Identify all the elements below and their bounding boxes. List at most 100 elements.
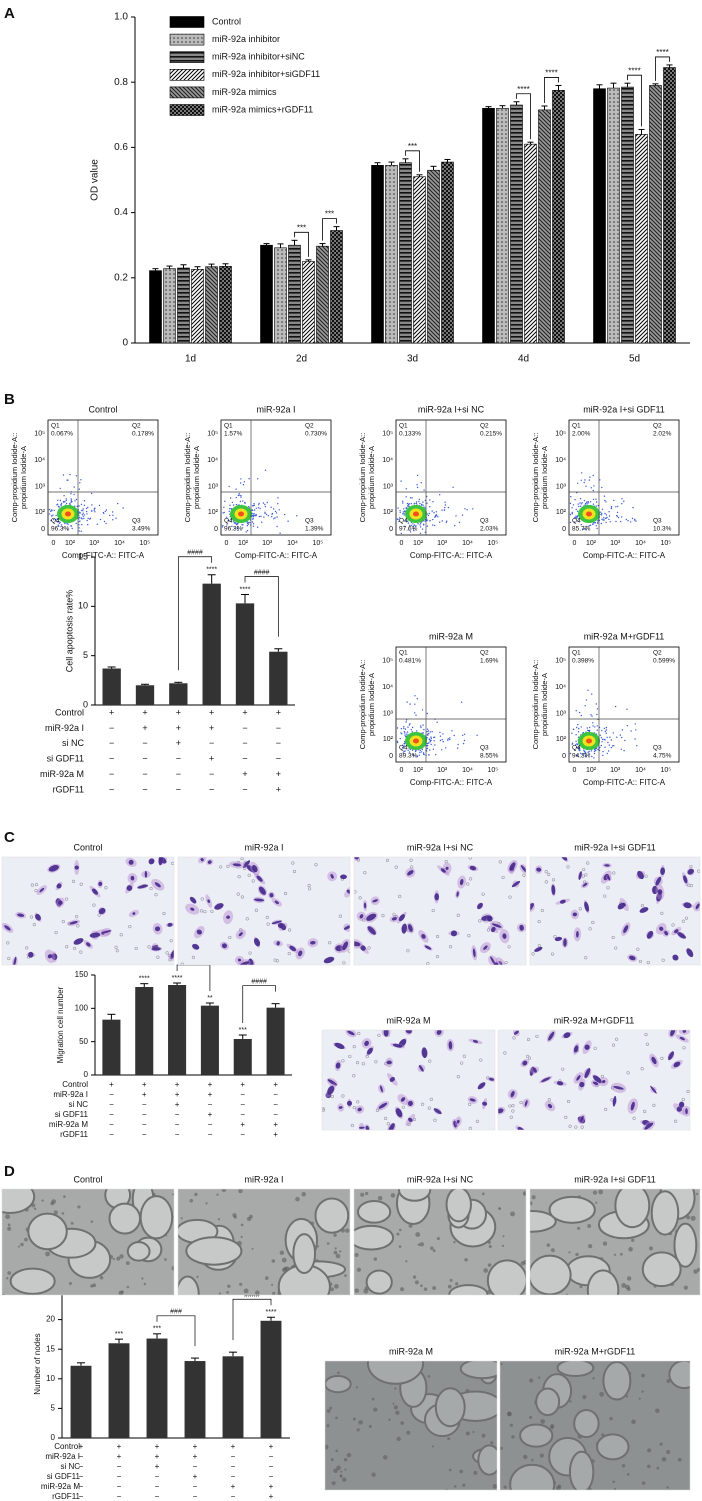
image-title: miR-92a I: [244, 1174, 283, 1184]
condition-sign: −: [79, 1472, 84, 1481]
cell-cluster: [641, 1390, 644, 1393]
cell-cluster: [625, 1395, 629, 1398]
x-tick-label: 10²: [65, 540, 76, 547]
pore: [245, 917, 249, 921]
cell: [274, 900, 279, 905]
event-dot: [634, 738, 636, 740]
event-dot: [87, 523, 89, 526]
event-dot: [53, 519, 55, 521]
cell-cluster: [430, 1246, 434, 1251]
event-dot: [59, 521, 61, 524]
event-dot: [595, 525, 597, 527]
event-dot: [87, 506, 89, 509]
event-dot: [264, 503, 266, 506]
bar: [163, 268, 176, 344]
event-dot: [422, 732, 424, 734]
image-border: [1, 856, 175, 966]
cell-cluster: [221, 1189, 227, 1193]
pore: [511, 1109, 515, 1113]
cell-cluster: [354, 1252, 359, 1257]
condition-sign: −: [117, 1472, 122, 1481]
event-dot: [634, 723, 636, 725]
cell-cluster: [33, 1207, 37, 1210]
cell-cluster: [143, 1282, 147, 1286]
lacuna: [548, 1195, 596, 1224]
cell: [494, 962, 499, 965]
pore: [191, 955, 196, 959]
x-tick-label: 10⁴: [635, 540, 646, 547]
density-core: [65, 511, 71, 517]
legend-swatch: [169, 33, 205, 46]
event-dot: [434, 744, 436, 746]
condition-sign: +: [231, 1482, 236, 1491]
condition-sign: −: [117, 1492, 122, 1501]
x-tick-label: 0: [400, 540, 404, 547]
pore: [660, 911, 664, 915]
pore: [347, 949, 350, 953]
event-dot: [592, 722, 594, 724]
pore: [468, 1102, 472, 1106]
cell: [477, 1082, 486, 1090]
significance-label: ****: [628, 66, 640, 75]
event-dot: [415, 501, 418, 503]
cell-cluster: [575, 1252, 579, 1257]
cell-cluster: [334, 1284, 339, 1289]
event-dot: [81, 514, 84, 516]
cell-cluster: [550, 1425, 554, 1430]
cell-cluster: [396, 1232, 400, 1236]
condition-sign: +: [155, 1462, 160, 1471]
event-dot: [613, 499, 615, 502]
event-dot: [575, 515, 577, 517]
event-dot: [434, 736, 436, 738]
bar: [649, 85, 662, 344]
pore: [611, 1043, 616, 1047]
event-dot: [437, 516, 439, 518]
pore: [566, 865, 570, 869]
cell-cluster: [373, 1257, 378, 1261]
bar: [524, 143, 537, 344]
event-dot: [578, 727, 580, 730]
bar: [191, 269, 204, 344]
condition-sign: +: [231, 1442, 236, 1451]
event-dot: [78, 516, 81, 518]
cell-cluster: [281, 1257, 287, 1263]
cell: [469, 865, 477, 871]
pore: [686, 1089, 690, 1094]
image-border: [353, 1188, 527, 1296]
event-dot: [589, 726, 591, 729]
cell-cluster: [394, 1387, 397, 1390]
event-dot: [419, 749, 421, 752]
condition-sign: −: [273, 1110, 278, 1119]
event-dot: [600, 522, 602, 525]
event-dot: [595, 749, 597, 752]
y-tick-label: 10⁵: [555, 431, 566, 438]
cell: [400, 1097, 406, 1102]
cell-cluster: [20, 1242, 24, 1247]
cell: [533, 1067, 537, 1073]
pore: [374, 1060, 378, 1064]
cell-cluster: [531, 1458, 534, 1462]
x-tick-label: 0: [573, 540, 577, 547]
pore: [363, 871, 367, 875]
pore: [614, 1037, 619, 1041]
event-dot: [408, 751, 411, 753]
event-dot: [409, 748, 411, 750]
x-tick-label: 3d: [407, 354, 418, 365]
cell-cluster: [592, 1190, 598, 1195]
event-dot: [433, 512, 435, 514]
condition-sign: −: [240, 1110, 245, 1119]
event-dot: [601, 512, 603, 514]
event-dot: [591, 715, 593, 717]
pore: [509, 1115, 513, 1119]
cell-cluster: [171, 1265, 174, 1271]
cell: [630, 1101, 635, 1111]
event-dot: [89, 517, 92, 519]
event-dot: [611, 745, 614, 747]
event-dot: [585, 756, 587, 758]
pore: [401, 1105, 405, 1109]
x-tick-label: 10⁴: [462, 540, 473, 547]
cell: [522, 1060, 528, 1066]
event-dot: [432, 524, 434, 526]
event-dot: [426, 728, 429, 730]
pore: [604, 1107, 608, 1111]
